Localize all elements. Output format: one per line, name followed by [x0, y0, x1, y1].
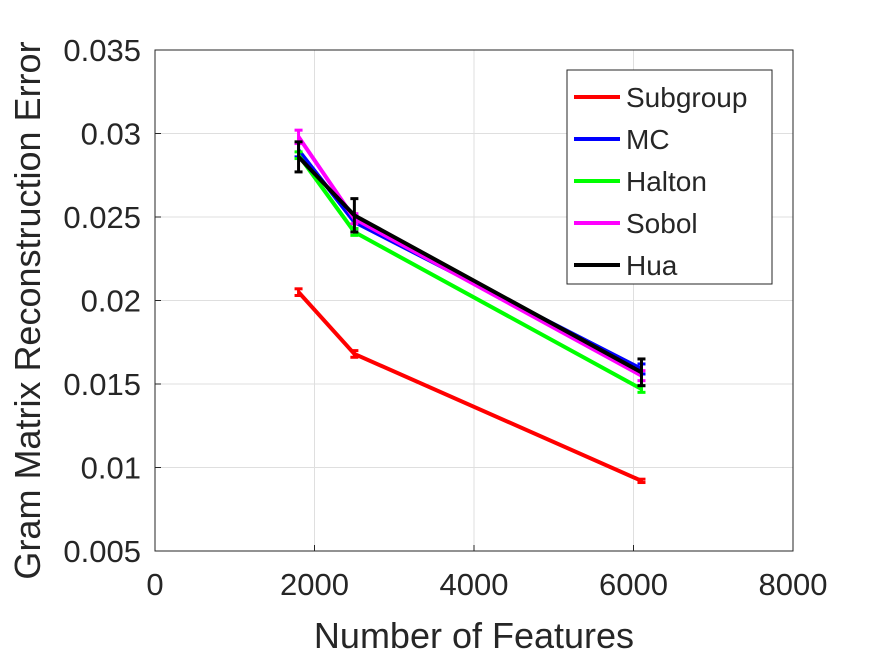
legend-label-hua: Hua [626, 250, 678, 281]
y-axis-label: Gram Matrix Reconstruction Error [7, 41, 48, 579]
legend-label-sobol: Sobol [626, 208, 698, 239]
x-tick-label: 8000 [759, 567, 828, 602]
x-tick-label: 0 [146, 567, 163, 602]
series-line-subgroup [297, 290, 643, 483]
y-tick-label: 0.025 [63, 200, 141, 235]
y-tick-label: 0.02 [81, 284, 141, 319]
x-tick-label: 6000 [599, 567, 668, 602]
error-bar-hua [294, 140, 303, 174]
y-tick-label: 0.015 [63, 367, 141, 402]
axis-ticks: 0 2000 4000 6000 8000 0.005 0.01 0.015 0.02 0.025… [63, 33, 827, 602]
error-bar-hua [350, 197, 359, 234]
error-bar-subgroup [294, 287, 303, 297]
error-bar-subgroup [637, 477, 646, 485]
y-tick-label: 0.035 [63, 33, 141, 68]
x-tick-label: 2000 [280, 567, 349, 602]
error-bar-subgroup [350, 349, 359, 359]
y-tick-label: 0.03 [81, 117, 141, 152]
legend-label-subgroup: Subgroup [626, 82, 747, 113]
y-tick-label: 0.01 [81, 451, 141, 486]
series-lines [294, 128, 646, 485]
legend-label-halton: Halton [626, 166, 707, 197]
x-tick-label: 4000 [440, 567, 509, 602]
legend-box [566, 69, 773, 285]
x-axis-label: Number of Features [314, 615, 634, 656]
error-bar-hua [637, 357, 646, 388]
y-tick-label: 0.005 [63, 534, 141, 569]
legend-label-mc: MC [626, 124, 670, 155]
legend: Subgroup MC Halton Sobol Hua [566, 69, 773, 285]
